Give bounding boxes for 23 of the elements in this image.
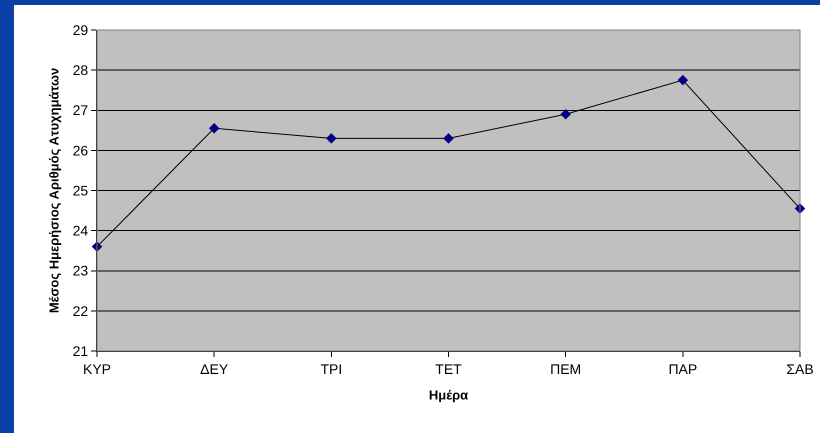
y-tick-label: 29 xyxy=(72,22,88,38)
y-tick-label: 26 xyxy=(72,142,88,158)
point xyxy=(560,109,571,120)
y-axis-title: Μέσος Ημερήσιος Αριθμός Ατυχημάτων xyxy=(46,68,62,314)
x-tick-label: ΠΕΜ xyxy=(550,360,582,377)
point xyxy=(326,133,336,144)
point xyxy=(678,75,688,86)
x-tick-label: ΣΑΒ xyxy=(786,360,814,377)
y-tick-label: 28 xyxy=(72,62,88,78)
x-tick-label: ΚΥΡ xyxy=(82,360,112,377)
y-tick-label: 27 xyxy=(72,102,88,118)
y-tick-label: 25 xyxy=(72,182,88,198)
x-axis-title: Ημέρα xyxy=(428,387,468,402)
x-tick-label: ΔΕΥ xyxy=(200,360,229,377)
point xyxy=(443,133,454,144)
y-tick-label: 22 xyxy=(72,302,88,319)
x-tick-label: ΤΕΤ xyxy=(435,360,462,377)
point xyxy=(209,123,220,134)
x-tick-label: ΠΑΡ xyxy=(668,360,698,377)
y-tick-label: 23 xyxy=(72,262,88,279)
x-tick-label: ΤΡΙ xyxy=(320,360,342,377)
y-tick-label: 24 xyxy=(72,222,88,239)
y-tick-label: 21 xyxy=(72,342,88,359)
